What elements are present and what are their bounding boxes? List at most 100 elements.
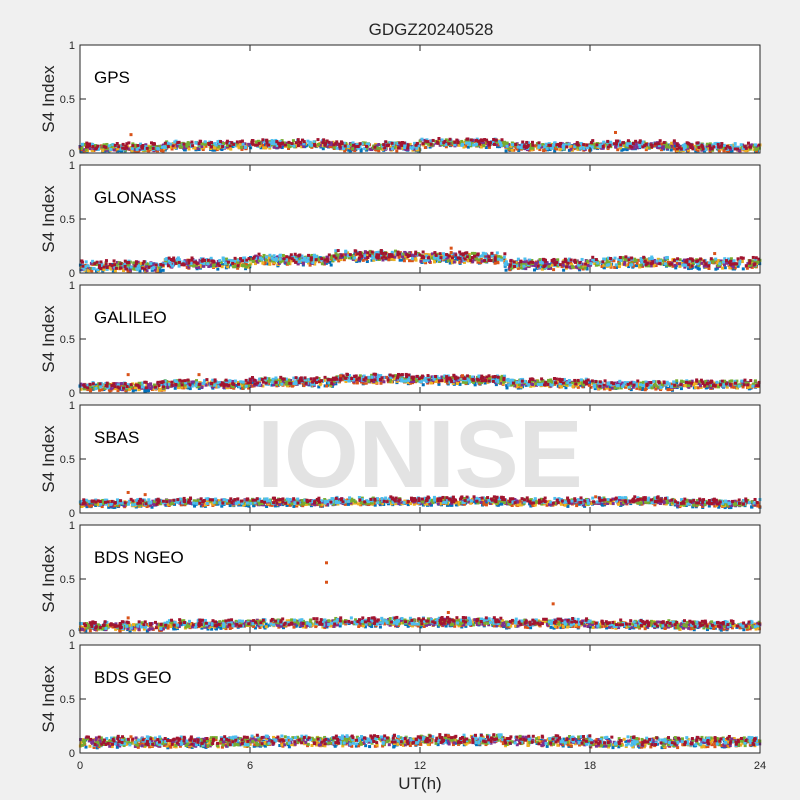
data-point [323,384,327,388]
data-point [600,143,604,147]
data-point [156,263,160,267]
data-point [164,257,168,261]
data-point [402,146,406,150]
data-point [580,381,584,385]
data-point [130,147,134,151]
data-point [280,139,284,143]
data-point [578,261,582,265]
data-point [675,142,679,146]
data-point [97,261,101,265]
data-point [739,143,743,147]
data-point [282,382,286,386]
data-point [330,256,334,260]
data-point [697,259,701,263]
data-point [325,255,329,259]
data-point [589,385,593,389]
data-point [278,253,282,257]
data-point [399,142,403,146]
data-point [509,259,513,263]
data-point [375,376,379,380]
data-point [272,383,276,387]
data-point [382,380,386,384]
data-point [226,380,230,384]
data-point [364,381,368,385]
data-point [521,140,525,144]
data-point [401,254,405,258]
data-point [398,252,402,256]
data-point [169,257,173,261]
data-point [483,255,487,259]
data-point [200,385,204,389]
data-point [724,146,728,150]
data-point [310,253,314,257]
data-point [526,143,530,147]
data-point [423,146,427,150]
data-point [356,144,360,148]
data-point [524,267,528,271]
data-point [637,258,641,262]
data-point [543,145,547,149]
data-point [212,260,216,264]
data-point [626,139,630,143]
data-point [428,145,432,149]
data-point [600,265,604,269]
data-point [731,382,735,386]
panel-label: GLONASS [94,188,176,207]
data-point [182,386,186,390]
data-point [503,140,507,144]
data-point [166,385,170,389]
data-point [741,385,745,389]
data-point [622,256,626,260]
data-point [547,264,551,268]
data-point [670,141,674,145]
data-point [178,144,182,148]
data-point [613,256,617,260]
data-point [753,143,757,147]
data-point [553,263,557,267]
data-point [230,259,234,263]
data-point [145,269,149,273]
data-point [469,258,473,262]
data-point [533,379,537,383]
data-point [225,262,229,266]
data-point [346,145,350,149]
data-point [177,258,181,262]
data-point [303,256,307,260]
data-point [618,145,622,149]
data-point [605,259,609,263]
data-point [121,142,125,146]
data-point [111,269,115,273]
data-point [278,257,282,261]
data-point [696,262,700,266]
data-point [637,142,641,146]
data-point [473,383,477,387]
data-point [624,258,628,262]
data-point [718,262,722,266]
data-point [150,385,154,389]
data-point [529,382,533,386]
data-point [140,145,144,149]
data-point [540,267,544,271]
data-point [194,141,198,145]
data-point [549,266,553,270]
data-point [312,258,316,262]
data-point [240,139,244,143]
data-point [744,149,748,153]
data-point [339,258,343,262]
data-point [377,253,381,257]
data-point [552,268,556,272]
data-point [681,263,685,267]
data-point [87,142,91,146]
data-point [274,257,278,261]
data-point [459,141,463,145]
data-point [589,263,593,267]
data-point [709,146,713,150]
data-point [666,260,670,264]
data-point [107,266,111,270]
data-point [593,387,597,391]
data-point [602,263,606,267]
data-point [570,265,574,269]
data-point [363,250,367,254]
data-point [300,138,304,142]
data-point [279,378,283,382]
